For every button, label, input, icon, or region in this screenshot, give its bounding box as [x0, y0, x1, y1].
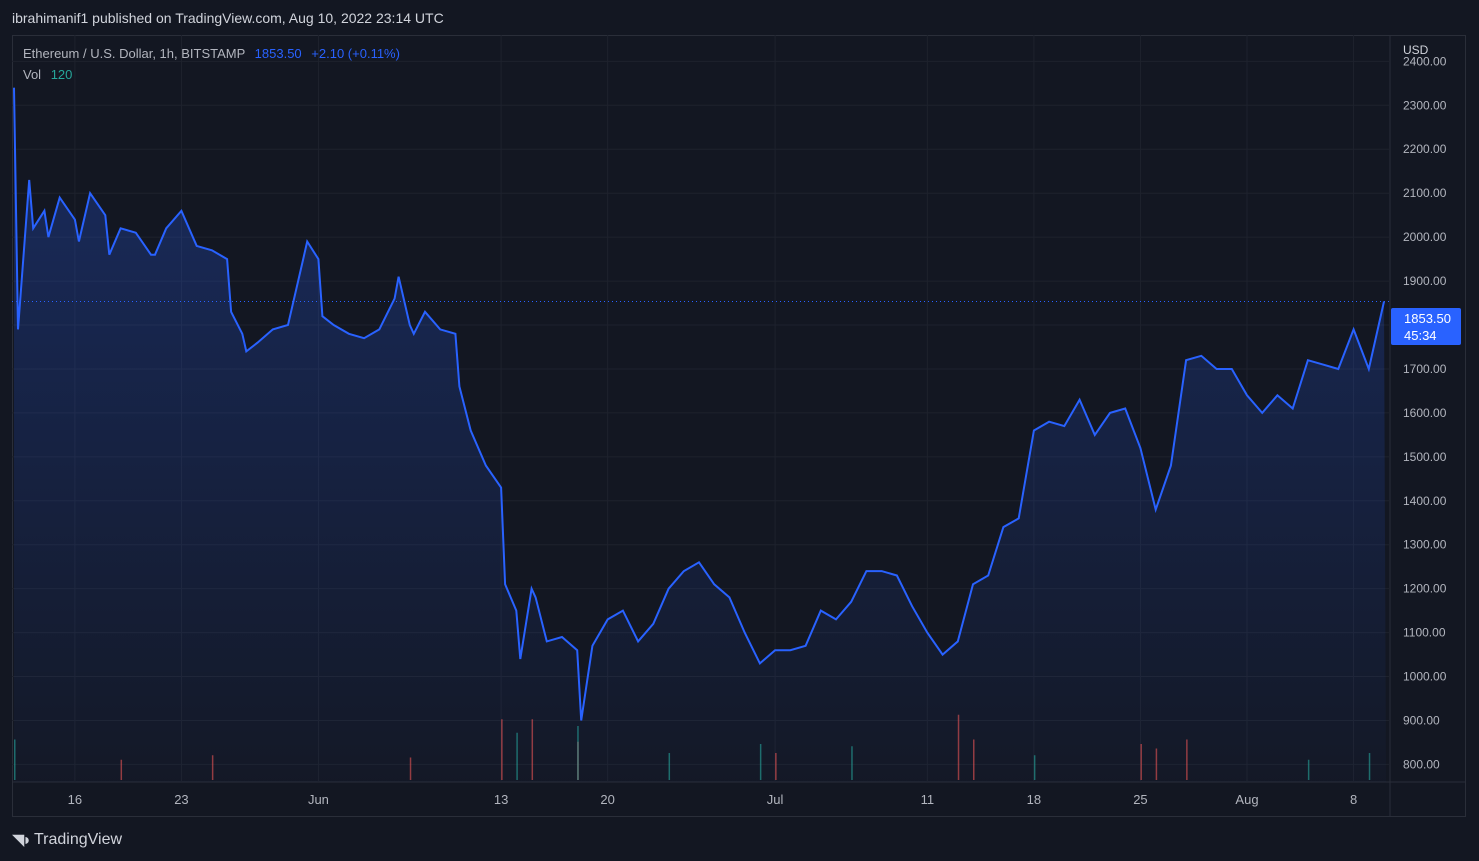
x-tick-label: 16 — [68, 792, 82, 807]
y-tick-label: 1700.00 — [1403, 362, 1447, 376]
price-change: +2.10 (+0.11%) — [311, 46, 400, 61]
x-tick-label: 8 — [1350, 792, 1357, 807]
y-tick-label: 900.00 — [1403, 713, 1440, 727]
price-chart[interactable]: 800.00 900.00 1000.00 1100.00 1200.00 1300.00… — [12, 35, 1466, 817]
last-price-tag: 1853.50 45:34 — [1391, 308, 1461, 345]
x-tick-label: Jun — [308, 792, 329, 807]
price-area — [14, 87, 1386, 782]
current-price: 1853.50 — [254, 46, 302, 61]
y-tick-label: 2000.00 — [1403, 230, 1447, 244]
y-tick-label: 1600.00 — [1403, 406, 1447, 420]
symbol-legend[interactable]: Ethereum / U.S. Dollar, 1h, BITSTAMP 185… — [23, 46, 400, 61]
tradingview-logo-icon: ◥◗ — [12, 832, 32, 849]
volume-value: 120 — [50, 67, 73, 82]
price-line — [13, 87, 1385, 721]
y-tick-label: 1500.00 — [1403, 450, 1447, 464]
volume-legend[interactable]: Vol 120 — [23, 67, 72, 82]
y-tick-label: 2300.00 — [1403, 98, 1447, 112]
x-tick-label: 23 — [174, 792, 188, 807]
symbol-name: Ethereum / U.S. Dollar, 1h, BITSTAMP — [23, 46, 246, 61]
x-tick-label: 18 — [1027, 792, 1041, 807]
x-tick-label: 25 — [1133, 792, 1147, 807]
tradingview-brand[interactable]: ◥◗ TradingView — [12, 830, 122, 850]
y-tick-label: 1400.00 — [1403, 494, 1447, 508]
brand-name: TradingView — [33, 831, 123, 848]
x-tick-label: 20 — [600, 792, 614, 807]
x-tick-label: Aug — [1235, 792, 1258, 807]
y-tick-label: 1000.00 — [1403, 670, 1447, 684]
y-tick-label: 1300.00 — [1403, 538, 1447, 552]
y-tick-label: 800.00 — [1403, 757, 1440, 771]
y-tick-label: 1200.00 — [1403, 582, 1447, 596]
y-tick-label: 2200.00 — [1403, 142, 1447, 156]
x-tick-label: 13 — [494, 792, 508, 807]
y-tick-label: 2400.00 — [1403, 54, 1447, 68]
bar-countdown: 45:34 — [1404, 328, 1437, 343]
volume-label: Vol — [23, 67, 42, 82]
publisher-info: ibrahimanif1 published on TradingView.co… — [12, 10, 444, 26]
x-tick-label: 11 — [921, 792, 935, 807]
y-tick-label: 1100.00 — [1403, 626, 1446, 640]
y-tick-label: 2100.00 — [1403, 186, 1447, 200]
last-price-value: 1853.50 — [1404, 311, 1451, 326]
currency-label: USD — [1403, 43, 1429, 57]
y-tick-label: 1900.00 — [1403, 274, 1447, 288]
chart-frame — [12, 35, 1466, 817]
x-tick-label: Jul — [767, 792, 784, 807]
